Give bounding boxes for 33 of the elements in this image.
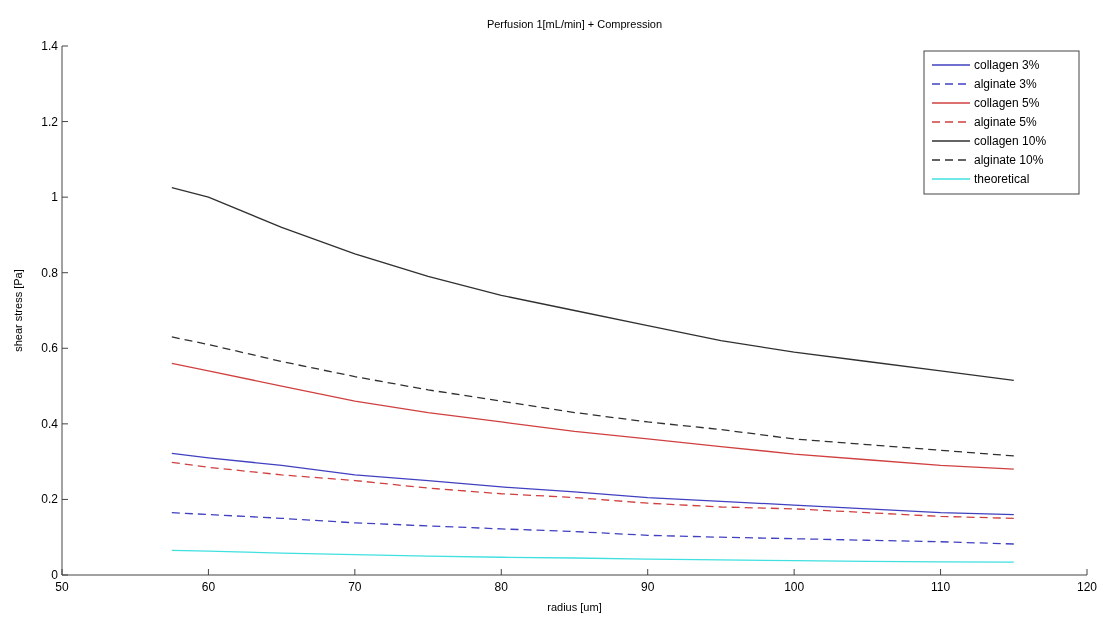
x-tick-label: 50 <box>55 580 69 594</box>
x-tick-label: 110 <box>931 580 951 594</box>
y-axis-title: shear stress [Pa] <box>12 269 24 352</box>
line-series <box>171 187 1015 382</box>
y-tick-label: 0.8 <box>41 265 59 280</box>
line-series <box>171 362 1015 470</box>
chart-title: Perfusion 1[mL/min] + Compression <box>486 18 663 30</box>
line-series <box>171 336 1015 457</box>
legend-label: collagen 10% <box>974 134 1047 148</box>
x-tick-label: 120 <box>1076 580 1098 594</box>
line-series <box>171 512 1015 545</box>
x-tick-label: 100 <box>784 580 805 594</box>
y-tick-label: 1.4 <box>41 39 59 53</box>
y-tick-label: 1.2 <box>41 114 59 129</box>
x-tick-label: 90 <box>641 580 655 594</box>
y-tick-label: 0.2 <box>41 492 59 507</box>
y-tick-label: 0.4 <box>41 416 59 431</box>
y-tick-label: 0 <box>51 568 59 582</box>
y-tick-label: 0.6 <box>41 341 59 356</box>
legend-label: alginate 3% <box>974 77 1038 91</box>
line-series <box>171 549 1015 563</box>
legend-label: theoretical <box>974 172 1030 186</box>
line-series <box>171 452 1015 516</box>
legend-label: alginate 5% <box>974 115 1038 129</box>
x-tick-label: 60 <box>201 580 216 594</box>
legend-label: collagen 5% <box>974 96 1040 110</box>
legend-label: alginate 10% <box>974 153 1044 167</box>
y-tick-label: 1 <box>51 190 59 205</box>
line-series <box>171 461 1015 519</box>
x-tick-label: 70 <box>348 580 362 594</box>
x-axis-title: radius [um] <box>547 601 602 613</box>
x-tick-label: 80 <box>494 580 509 594</box>
legend-label: collagen 3% <box>974 58 1040 72</box>
